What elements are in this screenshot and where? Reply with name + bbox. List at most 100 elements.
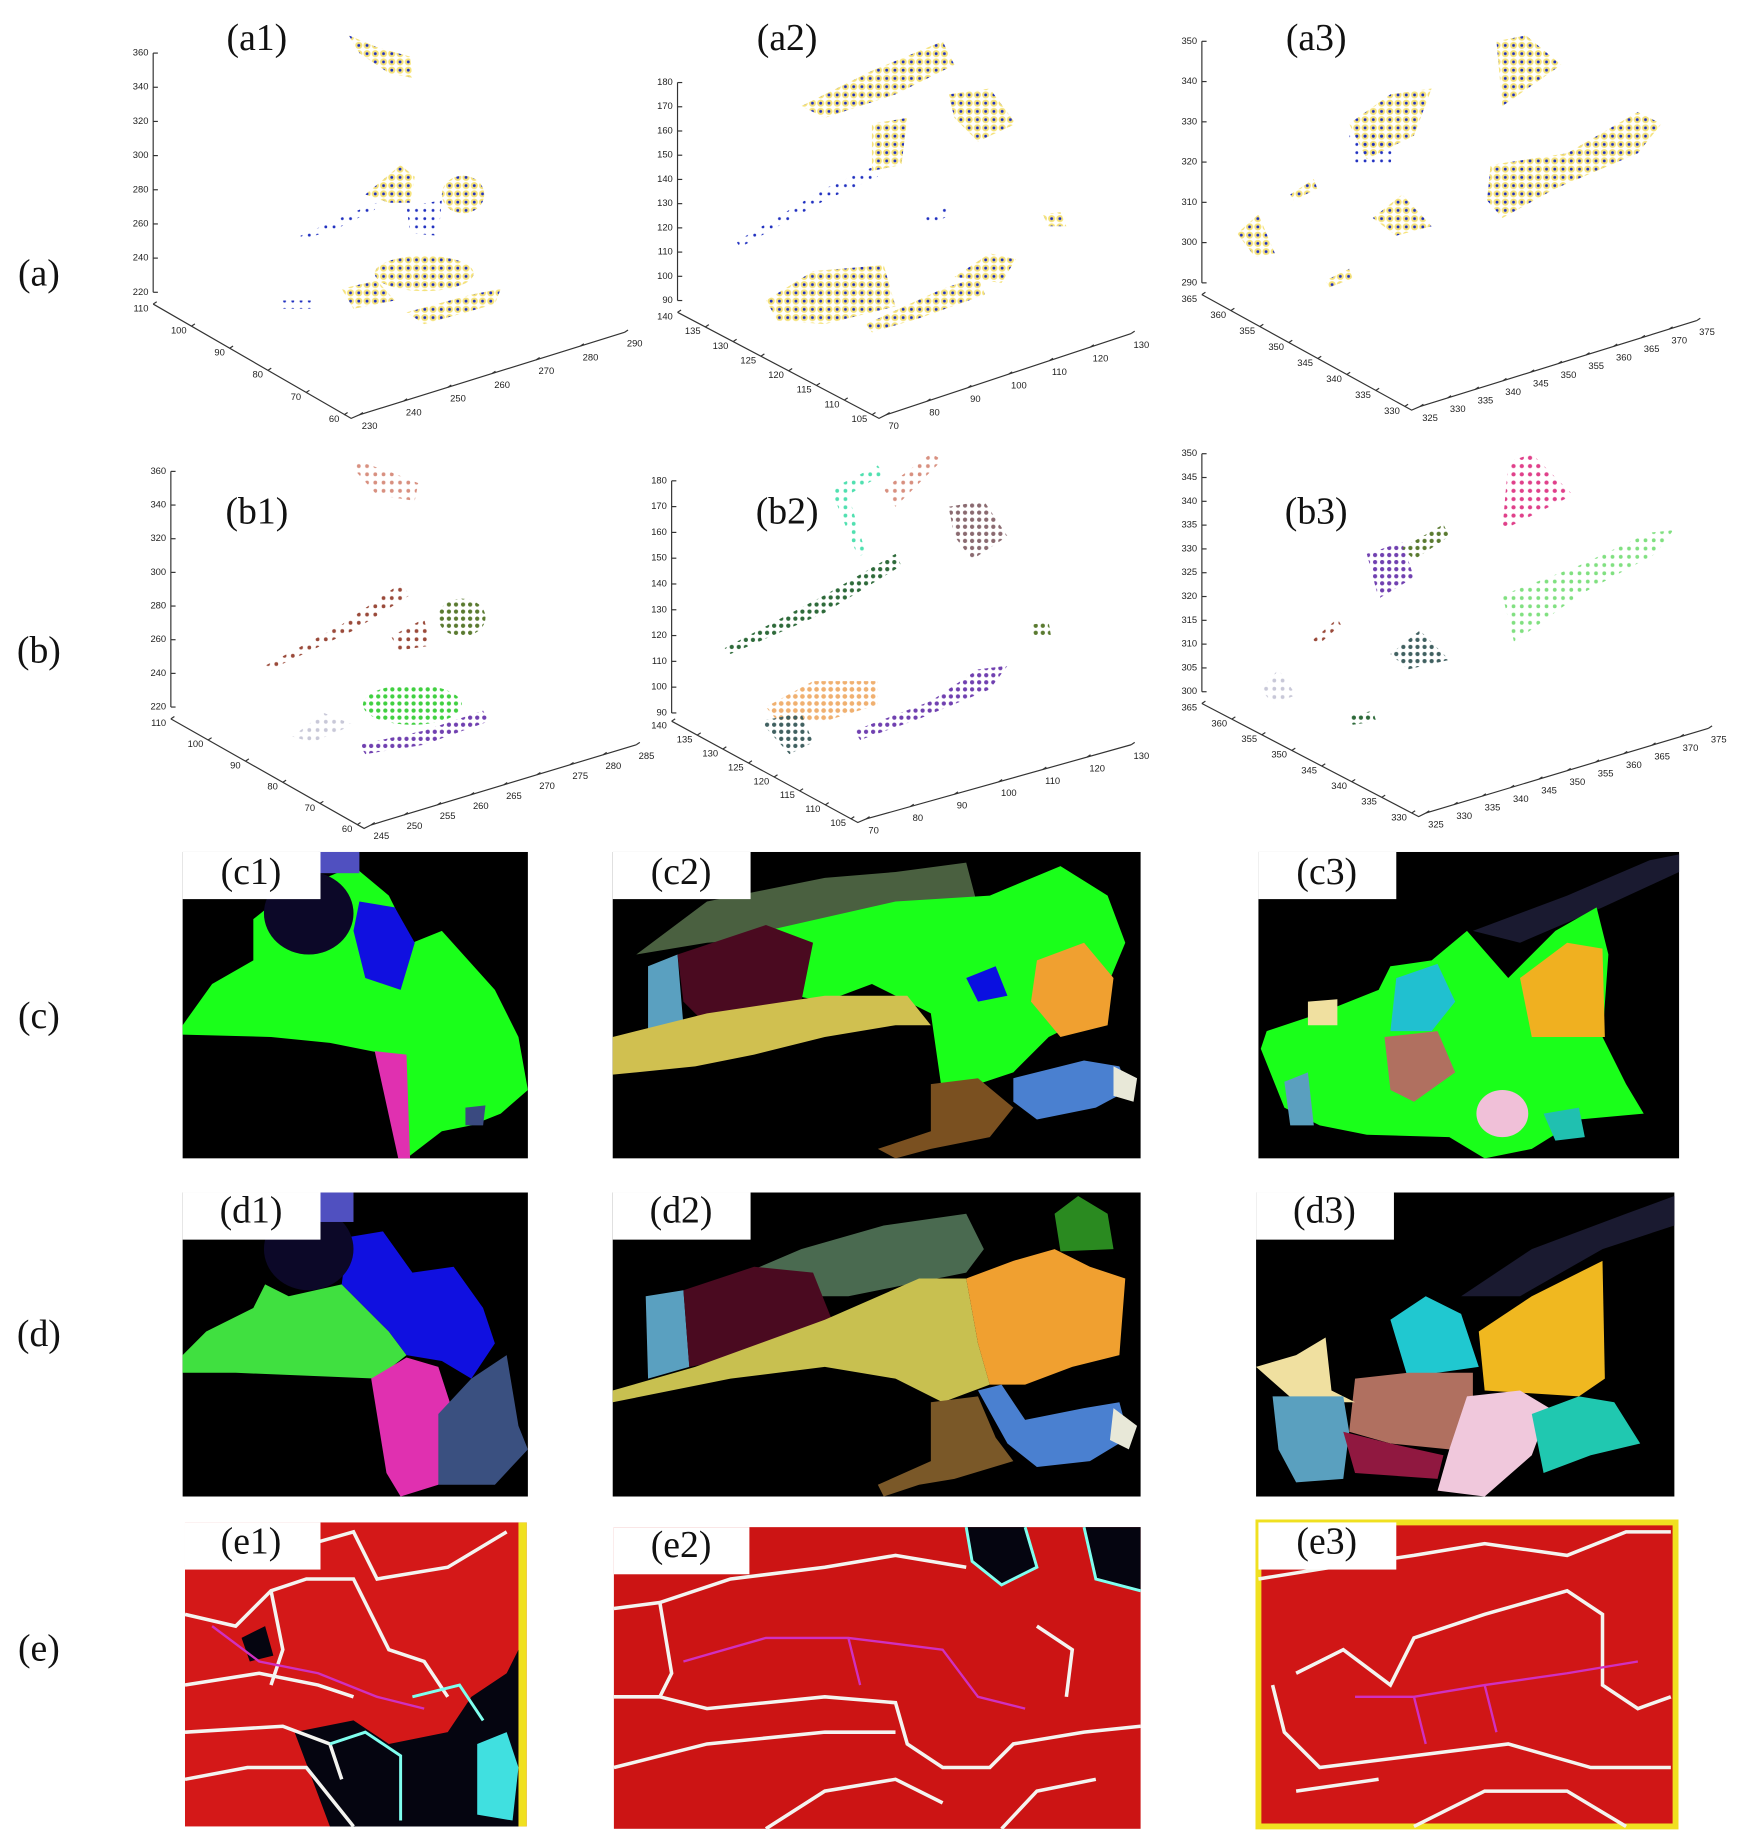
shape (877, 1396, 1014, 1497)
z-tick-label: 340 (1181, 495, 1197, 506)
tick-mark (535, 356, 540, 361)
axis-tick-label: 80 (913, 812, 923, 823)
shape (1042, 212, 1067, 227)
z-tick-label: 100 (651, 681, 667, 692)
shape (1390, 630, 1450, 670)
shape (966, 966, 1008, 1002)
shape (371, 1357, 454, 1497)
overlay-e2 (613, 1526, 1141, 1831)
panel-label: (b1) (225, 491, 288, 533)
shape (683, 1636, 1026, 1710)
axis-tick-label: 365 (1654, 750, 1670, 761)
axis-tick-label: 345 (1301, 764, 1317, 775)
tick-mark (677, 309, 682, 313)
tick-mark (816, 382, 821, 387)
axis-tick-label: 105 (852, 413, 868, 424)
tick-mark (437, 802, 442, 806)
segmentation-d3 (1256, 1192, 1675, 1497)
tick-mark (998, 779, 1003, 783)
panel-label: (a1) (227, 17, 288, 59)
shape (1237, 214, 1275, 257)
axis-tick-label: 140 (657, 311, 673, 322)
tick-mark (403, 812, 409, 816)
shape (765, 681, 878, 722)
axis-tick-label: 330 (1450, 403, 1466, 414)
z-tick-label: 330 (1181, 542, 1197, 553)
tick-mark (1641, 334, 1646, 339)
axis-tick-label: 365 (1181, 702, 1197, 713)
shape (1355, 1660, 1639, 1745)
shape (1520, 942, 1605, 1037)
axis-tick-label: 80 (253, 369, 263, 380)
tick-mark (1557, 360, 1563, 365)
axis-tick-label: 120 (1089, 762, 1105, 773)
tick-mark (244, 758, 250, 762)
axis-tick-label: 345 (1533, 377, 1549, 388)
tick-mark (909, 803, 915, 808)
tick-mark (1538, 776, 1543, 780)
axis-tick-label: 115 (780, 789, 795, 800)
tick-mark (1708, 725, 1713, 729)
tick-mark (152, 301, 158, 305)
axis-tick-label: 355 (1598, 767, 1614, 778)
axis-tick-label: 355 (1239, 325, 1255, 336)
tick-mark (170, 715, 175, 720)
tick-mark (635, 741, 641, 746)
shape (1325, 268, 1353, 288)
overlay-e3 (1255, 1519, 1679, 1830)
shape (948, 88, 1016, 142)
shape (184, 1529, 508, 1828)
z-tick-label: 320 (133, 115, 149, 126)
axis-tick-label: 110 (133, 302, 148, 313)
shape (1390, 963, 1456, 1032)
axis-tick-label: 330 (1391, 811, 1407, 822)
axis-tick-label: 350 (1271, 749, 1287, 760)
z-tick-label: 300 (133, 149, 149, 160)
axis-tick-label: 255 (440, 810, 456, 821)
shape (1502, 530, 1674, 643)
tick-mark (1201, 291, 1206, 296)
shape (966, 1249, 1126, 1385)
tick-mark (207, 737, 212, 741)
shape (182, 1284, 407, 1379)
shape (518, 1522, 527, 1827)
z-tick-label: 170 (651, 500, 667, 511)
z-tick-label: 170 (657, 100, 673, 111)
panel-label: (b3) (1285, 491, 1348, 533)
shape (613, 1553, 1141, 1831)
scatter-b3 (1260, 453, 1674, 725)
z-tick-label: 300 (1181, 236, 1197, 247)
panel-label: (e3) (1296, 1520, 1357, 1562)
axis-tick-label: 340 (1513, 793, 1529, 804)
shape (1290, 179, 1318, 201)
shape (1284, 1072, 1314, 1126)
shape (964, 1526, 1141, 1593)
panel-label: (c1) (221, 851, 282, 893)
axis-tick-label: 340 (1326, 373, 1342, 384)
z-tick-label: 340 (150, 499, 166, 510)
axis-tick-label: 105 (830, 817, 846, 828)
shape (612, 851, 751, 900)
shape (613, 1527, 750, 1575)
axis-tick-label: 110 (151, 717, 166, 728)
z-tick-label: 150 (651, 552, 667, 563)
shape (1349, 1372, 1473, 1450)
axis-tick-label: 360 (1626, 759, 1642, 770)
axis-tick-label: 360 (1210, 309, 1226, 320)
axis-tick-label: 330 (1456, 810, 1472, 821)
shape (1260, 669, 1297, 704)
shape (1461, 1196, 1675, 1297)
axis-tick-label: 250 (407, 820, 423, 831)
axis-tick-label: 135 (685, 325, 701, 336)
tick-mark (1381, 794, 1386, 798)
shape (1013, 1060, 1129, 1120)
z-tick-label: 120 (657, 221, 673, 232)
axis-tick-label: 280 (583, 351, 599, 362)
shape (636, 862, 978, 955)
shape (241, 1626, 274, 1662)
tick-mark (773, 774, 778, 778)
axis-tick-label: 360 (1211, 717, 1227, 728)
tick-mark (954, 791, 959, 795)
axis-tick-label: 345 (1541, 784, 1557, 795)
